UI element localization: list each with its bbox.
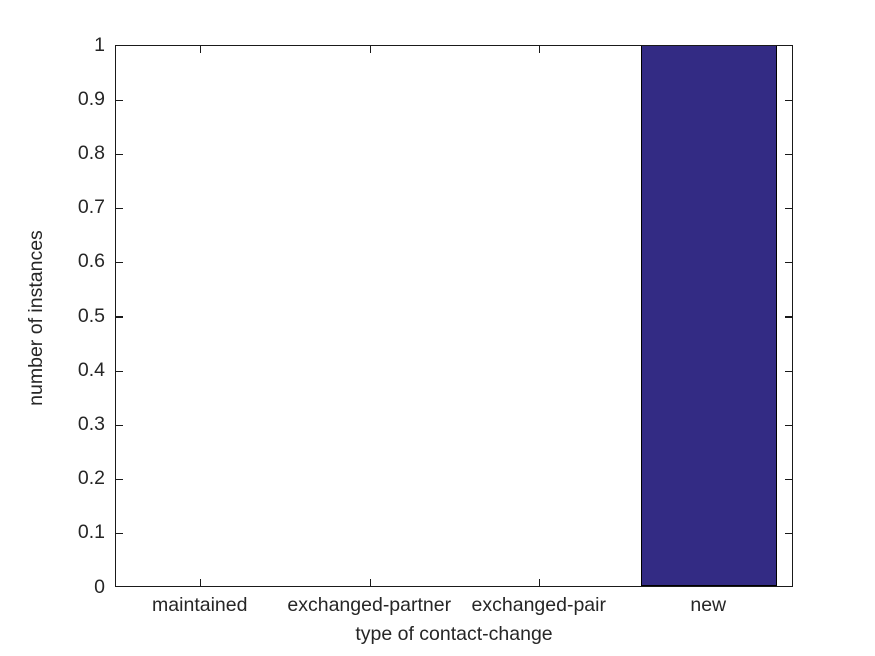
x-tick-label: exchanged-partner xyxy=(287,594,452,616)
x-tick-mark xyxy=(539,579,541,586)
y-tick-mark xyxy=(785,316,792,318)
y-tick-label: 0.4 xyxy=(77,358,105,381)
y-tick-mark xyxy=(116,478,123,481)
y-tick-mark xyxy=(785,424,792,427)
plot-area xyxy=(115,45,793,587)
x-tick-mark xyxy=(369,46,371,53)
y-tick-mark xyxy=(785,533,792,535)
y-axis-tick-labels: 0 0.1 0.2 0.3 0.4 0.5 0.6 0.7 0.8 0.9 1 xyxy=(0,35,105,596)
y-tick-label: 0.7 xyxy=(77,196,105,219)
x-axis-tick-labels: maintained exchanged-partner exchanged-pai… xyxy=(115,594,793,622)
y-tick-mark xyxy=(116,424,123,427)
y-tick-mark xyxy=(116,316,123,318)
y-tick-mark xyxy=(785,262,792,264)
x-axis-title: type of contact-change xyxy=(355,623,553,645)
bars-layer xyxy=(116,46,792,586)
y-tick-mark xyxy=(785,207,792,210)
y-tick-label: 0.6 xyxy=(77,250,105,273)
y-tick-mark xyxy=(116,262,123,264)
y-axis-title: number of instances xyxy=(25,230,47,406)
x-tick-mark xyxy=(369,579,371,586)
x-tick-mark xyxy=(200,579,202,586)
y-tick-label: 0 xyxy=(94,575,105,598)
x-tick-mark xyxy=(200,46,202,53)
x-tick-label: new xyxy=(690,594,727,616)
x-tick-label: maintained xyxy=(152,594,248,616)
y-tick-label: 1 xyxy=(94,33,105,56)
y-tick-mark xyxy=(785,370,792,372)
y-tick-mark xyxy=(116,207,123,210)
y-tick-label: 0.1 xyxy=(77,521,105,544)
y-tick-mark xyxy=(116,533,123,535)
y-tick-label: 0.3 xyxy=(77,412,105,435)
y-tick-label: 0.2 xyxy=(77,467,105,490)
y-tick-label: 0.9 xyxy=(77,87,105,110)
x-tick-label: exchanged-pair xyxy=(471,594,606,616)
y-tick-mark xyxy=(116,370,123,372)
y-tick-mark xyxy=(785,153,792,156)
y-tick-label: 0.8 xyxy=(77,141,105,164)
y-tick-mark xyxy=(785,478,792,481)
x-tick-mark xyxy=(539,46,541,53)
y-tick-mark xyxy=(785,99,792,101)
bar xyxy=(641,46,778,586)
y-tick-mark xyxy=(116,153,123,156)
y-tick-label: 0.5 xyxy=(77,304,105,327)
y-tick-mark xyxy=(116,99,123,101)
